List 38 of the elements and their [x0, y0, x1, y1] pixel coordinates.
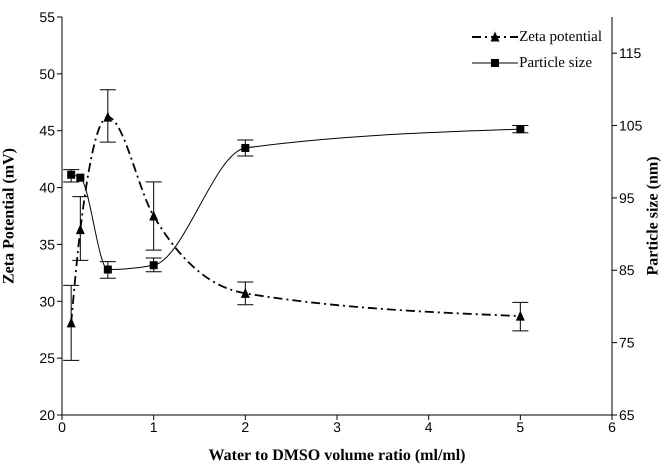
y2-tick-label: 95	[619, 190, 635, 206]
y2-tick-label: 75	[619, 334, 635, 351]
legend-label: Particle size	[519, 54, 592, 73]
point	[76, 224, 85, 234]
point	[516, 125, 524, 134]
y2-tick-label: 65	[619, 406, 635, 423]
point	[516, 310, 525, 321]
y-tick-label: 55	[39, 8, 56, 25]
legend-label: Zeta potential	[519, 28, 602, 47]
point	[240, 288, 250, 298]
x-tick-label: 6	[608, 418, 616, 435]
point	[104, 266, 112, 274]
y-tick-label: 45	[39, 122, 56, 139]
y2-tick-label: 85	[619, 262, 635, 278]
x-tick-label: 3	[333, 418, 342, 435]
point	[66, 317, 76, 328]
y-tick-label: 20	[39, 406, 56, 423]
y-tick-label: 40	[39, 180, 56, 196]
x-tick-label: 0	[58, 418, 66, 435]
y-tick-label: 50	[39, 66, 56, 82]
x-tick-label: 4	[424, 418, 433, 435]
point	[150, 261, 158, 270]
y2-tick-label: 105	[619, 118, 643, 134]
x-tick-label: 2	[241, 418, 250, 435]
y-axis-title: Zeta Potential (mV)	[0, 148, 18, 284]
point	[149, 210, 158, 220]
y-tick-label: 35	[39, 236, 56, 252]
y-tick-label: 30	[39, 293, 56, 310]
y-tick-label: 25	[39, 350, 56, 366]
point	[67, 170, 76, 179]
point	[76, 174, 84, 182]
x-axis-title: Water to DMSO volume ratio (ml/ml)	[208, 447, 466, 464]
x-tick-label: 5	[516, 418, 524, 435]
y2-axis-title: Particle size (nm)	[644, 156, 662, 276]
point	[103, 112, 112, 122]
y2-tick-label: 115	[619, 45, 642, 62]
x-tick-label: 1	[150, 418, 158, 435]
point	[241, 144, 250, 152]
